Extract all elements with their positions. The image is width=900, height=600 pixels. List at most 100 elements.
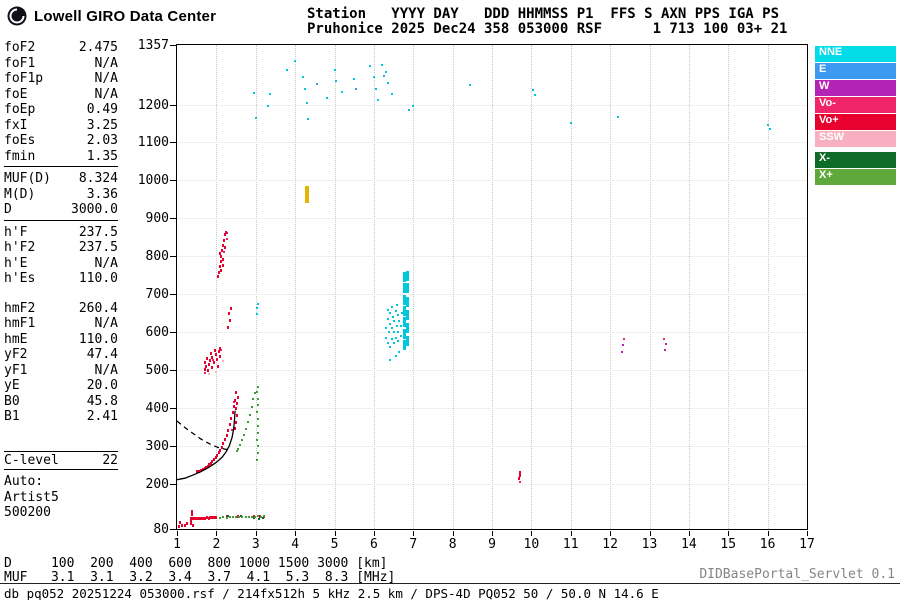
X+-echo xyxy=(241,515,244,518)
NNE-echo xyxy=(768,127,771,130)
legend-item-SSW: SSW xyxy=(815,131,896,147)
x-axis-tick xyxy=(807,531,808,536)
x-axis-label: 10 xyxy=(523,537,540,552)
param-label: hmF2 xyxy=(4,300,36,316)
X--echo xyxy=(261,517,264,519)
param-value: N/A xyxy=(94,86,118,102)
Vo+-echo xyxy=(231,410,234,414)
x-axis-label: 5 xyxy=(330,537,339,552)
NNE-echo xyxy=(384,327,387,330)
SSW-echo xyxy=(221,360,224,363)
Vo+-echo xyxy=(209,359,212,363)
Vo+-echo xyxy=(191,517,194,521)
param-label: h'F2 xyxy=(4,240,36,255)
param-value: N/A xyxy=(94,362,118,378)
x-axis-label: 11 xyxy=(562,537,579,552)
NNE-echo xyxy=(372,76,375,79)
Vo+-echo xyxy=(193,516,196,520)
Vo--echo xyxy=(212,358,215,361)
X+-echo xyxy=(253,515,256,518)
servlet-version-label: DIDBasePortal_Servlet 0.1 xyxy=(699,567,895,582)
Vo+-echo xyxy=(213,516,216,520)
X+-echo xyxy=(262,515,265,518)
x-axis-tick xyxy=(177,531,178,536)
Vo+-echo xyxy=(228,319,231,323)
vertical-gridline xyxy=(570,45,572,529)
horizontal-gridline xyxy=(177,218,807,220)
x-axis-tick xyxy=(373,531,375,536)
NNE-echo xyxy=(395,325,398,328)
param-label: C-level xyxy=(4,452,59,468)
Vo+-echo xyxy=(180,523,183,527)
x-axis-label: 14 xyxy=(681,537,697,552)
E-echo xyxy=(315,82,318,85)
param-value: 20.0 xyxy=(86,378,118,393)
X+-echo xyxy=(257,424,260,427)
Vo+-echo xyxy=(234,427,237,431)
param-row: MUF(D) 8.324 xyxy=(4,171,118,187)
NNE-echo xyxy=(399,334,402,337)
Vo+-echo xyxy=(237,515,240,519)
NNE-echo xyxy=(335,80,338,82)
NNE-echo xyxy=(395,303,398,306)
X+-echo xyxy=(257,385,260,388)
legend-item-Vo-: Vo- xyxy=(815,97,896,113)
NNE-echo xyxy=(255,312,258,315)
x-axis-tick xyxy=(492,531,493,536)
giro-logo-icon xyxy=(7,6,27,26)
Vo+-echo xyxy=(220,445,223,449)
Vo+-echo xyxy=(207,362,210,366)
param-label: foEp xyxy=(4,102,36,117)
Vo+-echo xyxy=(183,524,186,528)
NNE-streaks-echo xyxy=(406,323,410,334)
NNE-echo xyxy=(394,336,397,339)
Vo+-echo xyxy=(230,417,233,421)
amplitude-marker-echo xyxy=(304,189,309,196)
NNE-echo xyxy=(401,311,404,314)
Vo+-echo xyxy=(211,516,214,520)
Vo+-echo xyxy=(224,438,227,442)
ionogram-plot: 1 2 3 4 5 6 7 8 9 10 11 12 13 14 15 16 17 80 200 300 400 500 6… xyxy=(138,38,815,552)
y-axis-label: 800 xyxy=(145,249,169,265)
X+-echo xyxy=(237,447,240,450)
vertical-gridline xyxy=(216,45,218,529)
Vo+-echo xyxy=(217,275,220,279)
param-row: B1 2.41 xyxy=(4,409,118,425)
y-axis-label: 600 xyxy=(145,324,169,340)
NNE-echo xyxy=(353,77,356,80)
Vo+-echo xyxy=(216,358,219,362)
Vo+-echo xyxy=(214,353,217,357)
NNE-streaks-echo xyxy=(406,309,410,320)
y-axis-label: 700 xyxy=(145,287,169,302)
param-value: 237.5 xyxy=(78,240,118,255)
NNE-echo xyxy=(387,330,390,333)
auto-line: Artist5 xyxy=(4,489,59,505)
y-axis-tick xyxy=(170,445,176,447)
x-axis-label: 7 xyxy=(409,537,418,552)
NNE-echo xyxy=(386,81,389,84)
Vo+-echo xyxy=(211,356,214,360)
x-axis-tick xyxy=(295,531,297,536)
param-label: foF1p xyxy=(4,71,44,86)
NNE-echo xyxy=(385,336,388,339)
param-label: yF1 xyxy=(4,362,28,378)
X+-echo xyxy=(253,391,256,394)
horizontal-gridline xyxy=(177,142,807,144)
horizontal-gridline xyxy=(177,445,807,447)
Vo+-echo xyxy=(219,259,222,263)
y-axis-label: 1100 xyxy=(137,135,169,151)
param-row: foF2 2.475 xyxy=(4,40,118,56)
NNE-streaks-echo xyxy=(403,328,407,339)
vertical-gridline xyxy=(688,45,690,529)
param-value: 45.8 xyxy=(86,393,118,409)
Vo+-echo xyxy=(233,405,236,409)
param-group-profile-parameters: hmF2 260.4 hmF1 N/A hmE 110.0 yF2 47.4 yF1 N/A yE 2… xyxy=(4,301,118,427)
y-axis-label: 200 xyxy=(145,476,169,492)
Vo+-echo xyxy=(228,423,231,427)
X+-echo xyxy=(244,516,247,519)
X+-echo xyxy=(250,515,253,518)
x-axis-label: 17 xyxy=(799,537,815,552)
param-row: foEs 2.03 xyxy=(4,133,118,149)
X+-echo xyxy=(231,516,234,519)
